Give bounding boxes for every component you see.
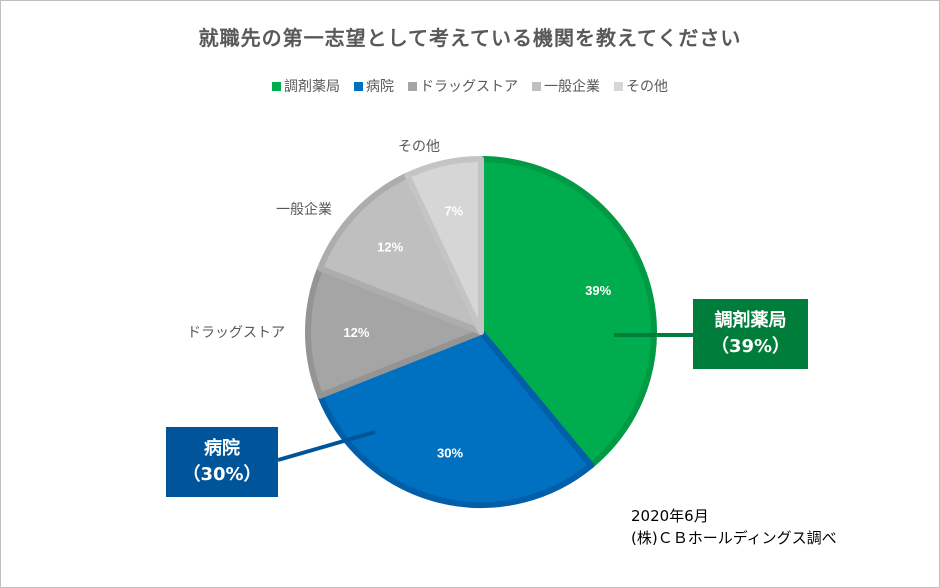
pie-slice [317,329,595,508]
pie-slice [317,172,484,335]
legend-label: ドラッグストア [420,79,518,95]
survey-date: 2020年6月 [631,507,709,525]
callout-leader-line [277,430,376,462]
survey-source: (株)ＣＢホールディングス調べ [631,529,837,547]
pie-slice [305,265,484,399]
legend-label: 調剤薬局 [284,79,340,95]
category-label-other: その他 [398,139,440,155]
data-label: 39% [585,283,611,298]
callout-pharmacy-value: （39%） [710,336,791,357]
data-label: 12% [377,240,403,255]
legend-label: 病院 [366,79,394,95]
data-label: 30% [437,446,463,461]
pie-slice [404,156,484,335]
category-label-general-company: 一般企業 [276,202,332,218]
callout-pharmacy: 調剤薬局 （39%） [693,299,808,369]
legend-swatch [532,81,541,91]
legend-item: 病院 [354,76,394,96]
source-note: 2020年6月 (株)ＣＢホールディングス調べ [631,505,837,549]
callout-pharmacy-label: 調剤薬局 [714,310,787,331]
callout-hospital: 病院 （30%） [166,427,278,497]
legend-label: 一般企業 [544,79,600,95]
data-label: 12% [343,325,369,340]
legend-label: その他 [626,79,668,95]
callout-hospital-value: （30%） [182,464,262,485]
legend-swatch [614,81,623,91]
legend-swatch [408,81,417,91]
legend-item: 調剤薬局 [272,76,340,96]
callout-hospital-label: 病院 [204,438,240,459]
category-label-drugstore: ドラッグストア [187,325,285,341]
legend-swatch [272,81,281,91]
legend-item: その他 [614,76,668,96]
legend-item: 一般企業 [532,76,600,96]
chart-title: 就職先の第一志望として考えている機関を教えてください [198,26,742,50]
pie-slice [478,156,657,469]
legend: 調剤薬局 病院 ドラッグストア 一般企業 その他 [0,76,940,96]
legend-item: ドラッグストア [408,76,518,96]
legend-swatch [354,81,363,91]
data-label: 7% [444,203,463,218]
